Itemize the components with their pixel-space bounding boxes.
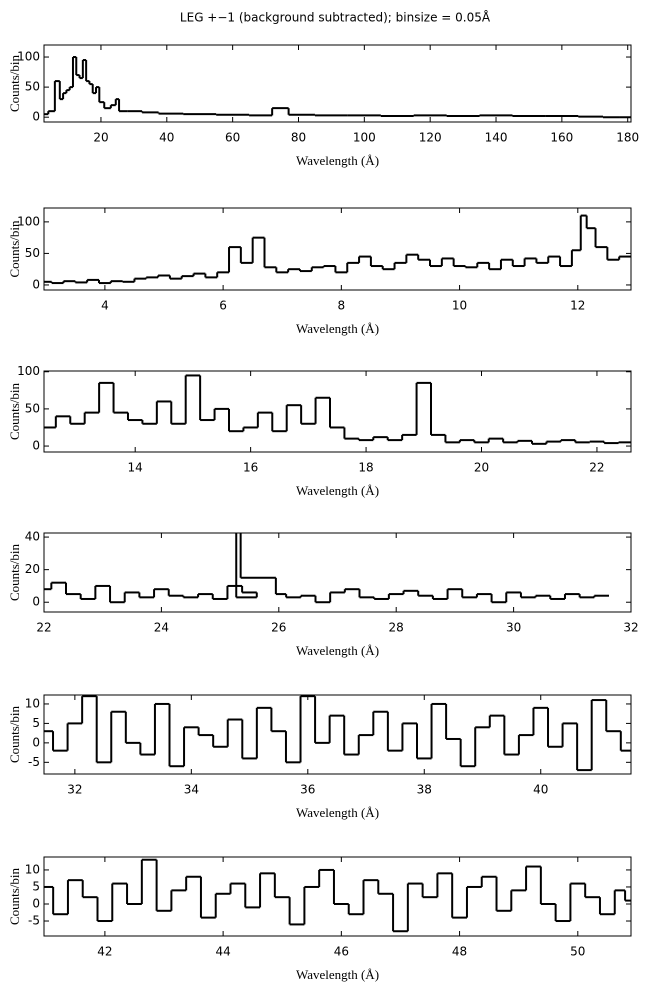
y-tick-label: 100 <box>17 50 40 64</box>
y-tick-label: 50 <box>25 246 40 260</box>
plot-frame <box>43 370 632 453</box>
x-tick-label: 160 <box>550 131 573 145</box>
y-tick-label: 0 <box>32 896 40 910</box>
panel: 14 16 18 20 22 0 50 100 Wavelength (Å) Counts/bin <box>7 364 632 498</box>
x-tick-label: 40 <box>159 131 174 145</box>
x-tick-label: 26 <box>271 621 286 635</box>
x-tick-label: 42 <box>97 945 112 959</box>
y-axis-label: Counts/bin <box>7 382 22 440</box>
y-axis-label: Counts/bin <box>7 867 22 925</box>
x-tick-label: 22 <box>589 461 604 475</box>
y-tick-label: 50 <box>25 401 40 415</box>
x-tick-label: 180 <box>616 131 639 145</box>
y-axis-label: Counts/bin <box>7 543 22 601</box>
panel: 20 40 60 80 100 120 140 160 180 0 50 100 Wavelength … <box>7 44 639 168</box>
x-tick-label: 24 <box>154 621 169 635</box>
x-tick-label: 48 <box>452 945 467 959</box>
y-tick-label: 0 <box>32 595 40 609</box>
x-tick-label: 120 <box>419 131 442 145</box>
series <box>44 374 631 445</box>
x-tick-label: 44 <box>215 945 230 959</box>
x-tick-label: 100 <box>353 131 376 145</box>
y-tick-label: 5 <box>32 716 40 730</box>
x-axis-label: Wavelength (Å) <box>296 153 379 168</box>
plot-frame <box>43 207 632 291</box>
y-tick-label: 100 <box>17 214 40 228</box>
x-tick-label: 36 <box>300 783 315 797</box>
y-tick-label: 100 <box>17 364 40 378</box>
x-axis-label: Wavelength (Å) <box>296 321 379 336</box>
y-tick-label: -5 <box>28 914 40 928</box>
y-tick-label: 50 <box>25 80 40 94</box>
x-tick-label: 30 <box>506 621 521 635</box>
y-tick-label: 40 <box>25 530 40 544</box>
x-tick-label: 4 <box>101 299 109 313</box>
series <box>44 214 631 285</box>
x-axis-label: Wavelength (Å) <box>296 643 379 658</box>
x-tick-label: 22 <box>36 621 51 635</box>
x-tick-label: 12 <box>570 299 585 313</box>
y-tick-label: 0 <box>32 110 40 124</box>
y-axis-label: Counts/bin <box>7 54 22 112</box>
plot-frame <box>43 694 632 775</box>
x-axis-label: Wavelength (Å) <box>296 967 379 982</box>
panel: 42 44 46 48 50 -5 0 5 10 Wavelength (Å) Counts/bin <box>7 856 632 982</box>
y-tick-label: 0 <box>32 735 40 749</box>
y-tick-label: 0 <box>32 439 40 453</box>
x-axis-label: Wavelength (Å) <box>296 805 379 820</box>
x-tick-label: 18 <box>358 461 373 475</box>
series <box>44 858 631 933</box>
x-tick-label: 80 <box>291 131 306 145</box>
y-tick-label: 5 <box>32 879 40 893</box>
series <box>44 56 631 119</box>
x-tick-label: 50 <box>570 945 585 959</box>
x-tick-label: 20 <box>474 461 489 475</box>
series <box>44 695 631 772</box>
x-tick-label: 46 <box>334 945 349 959</box>
x-tick-label: 14 <box>128 461 143 475</box>
y-tick-label: 10 <box>25 862 40 876</box>
panel: 22 24 26 28 30 32 0 20 40 Wavelength (Å) Counts/bi… <box>7 530 639 658</box>
x-tick-label: 60 <box>225 131 240 145</box>
x-tick-label: 34 <box>184 783 199 797</box>
plot-frame <box>43 532 632 613</box>
x-tick-label: 32 <box>67 783 82 797</box>
y-tick-label: 0 <box>32 277 40 291</box>
plot-frame <box>43 856 632 937</box>
x-tick-label: 32 <box>623 621 638 635</box>
x-tick-label: 16 <box>243 461 258 475</box>
x-tick-label: 40 <box>533 783 548 797</box>
y-tick-label: 10 <box>25 696 40 710</box>
x-axis-label: Wavelength (Å) <box>296 483 379 498</box>
y-tick-label: -5 <box>28 755 40 769</box>
x-tick-label: 6 <box>219 299 227 313</box>
x-tick-label: 8 <box>338 299 346 313</box>
x-tick-label: 28 <box>389 621 404 635</box>
plot-frame <box>43 44 632 123</box>
x-tick-label: 140 <box>485 131 508 145</box>
panel: 4 6 8 10 12 0 50 100 Wavelength (Å) Counts/bin <box>7 207 632 336</box>
x-tick-label: 20 <box>93 131 108 145</box>
panel: 32 34 36 38 40 -5 0 5 10 Wavelength (Å) Counts/bin <box>7 694 632 820</box>
figure-title: LEG +−1 (background subtracted); binsize… <box>180 10 491 25</box>
y-axis-label: Counts/bin <box>7 705 22 763</box>
x-tick-label: 10 <box>452 299 467 313</box>
x-tick-label: 38 <box>417 783 432 797</box>
series <box>44 533 609 604</box>
y-axis-label: Counts/bin <box>7 220 22 278</box>
y-tick-label: 20 <box>25 562 40 576</box>
